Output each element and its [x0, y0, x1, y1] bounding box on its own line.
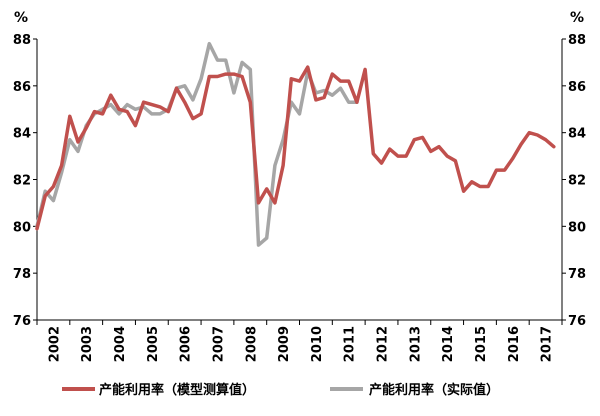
series-lines [35, 41, 556, 247]
left-y-tick-label: 86 [13, 80, 31, 95]
x-tick-label: 2005 [146, 326, 161, 362]
right-y-tick-label: 78 [568, 267, 586, 282]
right-y-tick-label: 84 [568, 127, 586, 142]
right-y-tick-label: 88 [568, 33, 586, 48]
series-line-model [35, 65, 556, 231]
left-unit-label: % [14, 10, 28, 26]
left-y-tick-label: 88 [13, 33, 31, 48]
left-y-tick-label: 80 [13, 220, 31, 235]
right-y-tick-label: 86 [568, 80, 586, 95]
right-y-tick-label: 82 [568, 174, 586, 189]
x-tick-label: 2015 [474, 326, 489, 362]
x-tick-label: 2016 [507, 326, 522, 362]
left-y-tick-label: 78 [13, 267, 31, 282]
x-tick-label: 2008 [244, 326, 259, 362]
left-y-tick-label: 76 [13, 314, 31, 329]
right-y-ticks: 76 78 80 82 84 86 88 [562, 33, 586, 329]
legend-label-actual: 产能利用率（实际值） [369, 382, 499, 398]
x-tick-label: 2003 [80, 326, 95, 362]
legend: 产能利用率（模型测算值） 产能利用率（实际值） [62, 382, 499, 398]
x-tick-label: 2004 [113, 326, 128, 362]
x-tick-label: 2013 [408, 326, 423, 362]
x-tick-label: 2014 [441, 326, 456, 362]
x-tick-label: 2017 [540, 326, 555, 362]
right-unit-label: % [570, 10, 584, 26]
x-ticks: 2002 2003 2004 2005 2006 2007 2008 2009 2010 2011… [36, 320, 563, 362]
left-y-tick-label: 84 [13, 127, 31, 142]
legend-label-model: 产能利用率（模型测算值） [99, 382, 255, 398]
right-y-tick-label: 76 [568, 314, 586, 329]
x-tick-label: 2007 [211, 326, 226, 362]
left-y-ticks: 76 78 80 82 84 86 88 [13, 33, 37, 329]
x-tick-label: 2006 [179, 326, 194, 362]
left-y-tick-label: 82 [13, 174, 31, 189]
x-tick-label: 2002 [47, 326, 62, 362]
x-tick-label: 2010 [310, 326, 325, 362]
x-tick-label: 2011 [343, 326, 358, 362]
right-y-tick-label: 80 [568, 220, 586, 235]
x-tick-label: 2009 [277, 326, 292, 362]
x-tick-label: 2012 [376, 326, 391, 362]
